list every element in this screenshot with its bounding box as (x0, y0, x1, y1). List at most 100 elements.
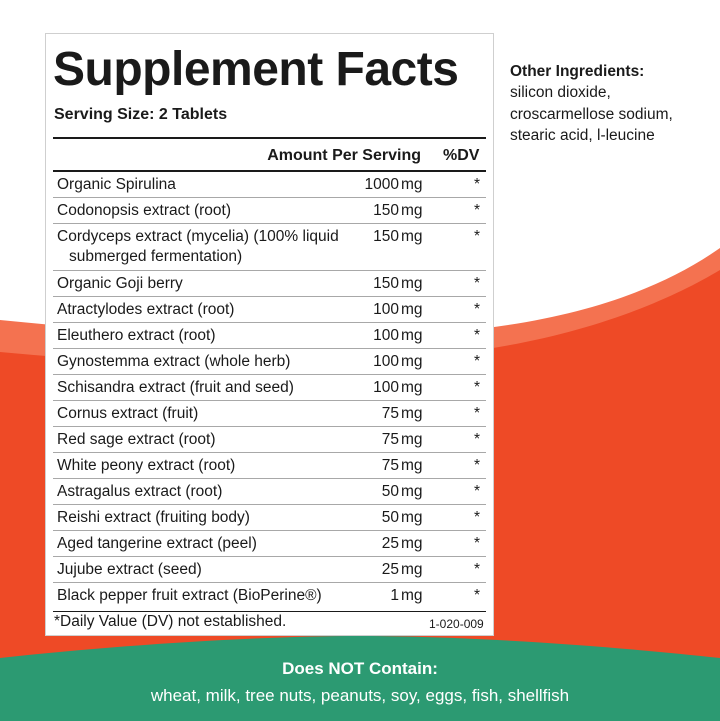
supplement-facts-panel (45, 33, 494, 636)
table-row: Jujube extract (seed) 25 mg * (53, 557, 486, 583)
ingredient-dv: * (473, 202, 480, 219)
ingredient-dv: * (473, 457, 480, 474)
ingredient-amount: 50 (381, 509, 399, 526)
ingredient-amount: 75 (381, 405, 399, 422)
other-ingredient-line: croscarmellose sodium, (510, 105, 673, 123)
ingredient-unit: mg (401, 176, 423, 193)
ingredient-unit: mg (401, 301, 423, 318)
ingredient-name: Gynostemma extract (whole herb) (57, 353, 291, 370)
other-ingredients-title: Other Ingredients: (510, 63, 645, 80)
ingredient-name: Eleuthero extract (root) (57, 327, 216, 344)
table-row: Organic Goji berry 150 mg * (53, 271, 486, 297)
ingredient-name: White peony extract (root) (57, 457, 236, 474)
ingredient-amount: 150 (373, 275, 399, 292)
header-amount-per-serving: Amount Per Serving (267, 147, 421, 164)
divider-header (53, 170, 486, 172)
ingredient-dv: * (473, 275, 480, 292)
ingredient-dv: * (473, 561, 480, 578)
table-row: Astragalus extract (root) 50 mg * (53, 479, 486, 505)
ingredient-dv: * (473, 483, 480, 500)
ingredient-amount: 75 (381, 457, 399, 474)
serving-size: Serving Size: 2 Tablets (54, 106, 228, 123)
ingredient-unit: mg (401, 483, 423, 500)
ingredient-unit: mg (401, 535, 423, 552)
ingredient-dv: * (473, 405, 480, 422)
divider-thick (53, 137, 486, 139)
allergen-list: wheat, milk, tree nuts, peanuts, soy, eg… (150, 686, 570, 705)
ingredient-dv: * (473, 379, 480, 396)
ingredient-unit: mg (401, 379, 423, 396)
ingredient-amount: 1000 (364, 176, 399, 193)
ingredient-name: Codonopsis extract (root) (57, 202, 232, 219)
ingredient-name: Jujube extract (seed) (57, 561, 202, 578)
ingredient-name: Red sage extract (root) (57, 431, 216, 448)
ingredient-name: Astragalus extract (root) (57, 483, 223, 500)
ingredient-unit: mg (401, 587, 423, 604)
ingredient-amount: 150 (373, 202, 399, 219)
table-row: Reishi extract (fruiting body) 50 mg * (53, 505, 486, 531)
table-row: Gynostemma extract (whole herb) 100 mg * (53, 349, 486, 375)
ingredient-amount: 75 (381, 431, 399, 448)
ingredient-unit: mg (401, 509, 423, 526)
ingredient-unit: mg (401, 561, 423, 578)
ingredient-name-line1: Cordyceps extract (mycelia) (100% liquid (57, 228, 339, 245)
ingredient-name: Cordyceps extract (mycelia) (100% liquid… (53, 224, 353, 267)
ingredient-dv: * (473, 587, 480, 604)
other-ingredients-list: silicon dioxide, croscarmellose sodium, … (510, 82, 715, 147)
ingredient-amount: 100 (373, 301, 399, 318)
ingredient-dv: * (473, 327, 480, 344)
ingredient-dv: * (473, 228, 480, 245)
other-ingredient-line: stearic acid, l-leucine (510, 127, 655, 144)
ingredient-dv: * (473, 301, 480, 318)
ingredient-dv: * (473, 509, 480, 526)
table-row: Cornus extract (fruit) 75 mg * (53, 401, 486, 427)
header-dv: %DV (443, 147, 480, 164)
other-ingredient-line: silicon dioxide, (510, 84, 611, 101)
ingredient-amount: 25 (381, 535, 399, 552)
ingredient-dv: * (473, 353, 480, 370)
table-row: Atractylodes extract (root) 100 mg * (53, 297, 486, 323)
ingredient-name: Reishi extract (fruiting body) (57, 509, 250, 526)
ingredient-unit: mg (401, 457, 423, 474)
table-row: Schisandra extract (fruit and seed) 100 … (53, 375, 486, 401)
table-row: Eleuthero extract (root) 100 mg * (53, 323, 486, 349)
table-row: White peony extract (root) 75 mg * (53, 453, 486, 479)
ingredient-amount: 1 (390, 587, 399, 604)
ingredient-amount: 100 (373, 379, 399, 396)
table-row: Red sage extract (root) 75 mg * (53, 427, 486, 453)
daily-value-footnote: *Daily Value (DV) not established. (54, 613, 287, 630)
green-band (0, 636, 720, 721)
ingredient-name-line2: submerged fermentation) (69, 248, 243, 265)
table-row: Aged tangerine extract (peel) 25 mg * (53, 531, 486, 557)
ingredient-dv: * (473, 176, 480, 193)
product-code: 1-020-009 (429, 617, 484, 631)
supplement-facts-title: Supplement Facts (53, 43, 459, 96)
ingredient-dv: * (473, 431, 480, 448)
ingredient-amount: 150 (373, 228, 399, 245)
ingredient-table: Organic Spirulina 1000 mg * Codonopsis e… (53, 172, 486, 612)
ingredient-amount: 100 (373, 353, 399, 370)
ingredient-unit: mg (401, 431, 423, 448)
ingredient-amount: 100 (373, 327, 399, 344)
ingredient-name: Organic Goji berry (57, 275, 183, 292)
ingredient-name: Atractylodes extract (root) (57, 301, 235, 318)
ingredient-unit: mg (401, 405, 423, 422)
table-row: Black pepper fruit extract (BioPerine®) … (53, 583, 486, 612)
ingredient-name: Schisandra extract (fruit and seed) (57, 379, 294, 396)
table-row: Organic Spirulina 1000 mg * (53, 172, 486, 198)
ingredient-unit: mg (401, 228, 423, 245)
ingredient-unit: mg (401, 327, 423, 344)
ingredient-name: Aged tangerine extract (peel) (57, 535, 257, 552)
does-not-contain-title: Does NOT Contain: (282, 659, 438, 678)
ingredient-unit: mg (401, 202, 423, 219)
table-row: Cordyceps extract (mycelia) (100% liquid… (53, 224, 486, 271)
ingredient-amount: 50 (381, 483, 399, 500)
ingredient-name: Cornus extract (fruit) (57, 405, 199, 422)
ingredient-name: Black pepper fruit extract (BioPerine®) (57, 587, 322, 604)
ingredient-unit: mg (401, 353, 423, 370)
table-row: Codonopsis extract (root) 150 mg * (53, 198, 486, 224)
ingredient-dv: * (473, 535, 480, 552)
ingredient-unit: mg (401, 275, 423, 292)
ingredient-name: Organic Spirulina (57, 176, 176, 193)
ingredient-amount: 25 (381, 561, 399, 578)
